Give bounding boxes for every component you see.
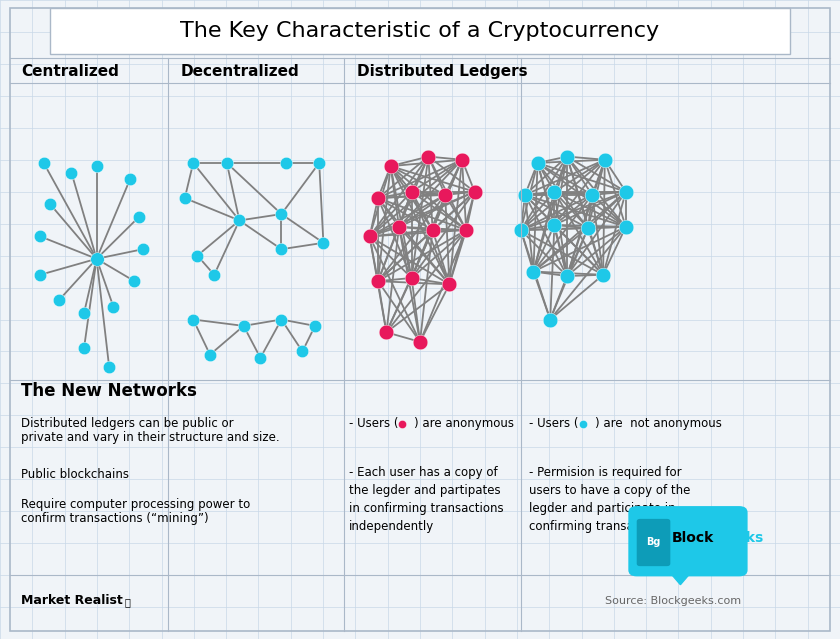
Point [136,244,150,254]
Point [317,238,330,248]
Text: Centralized: Centralized [21,64,119,79]
Text: ) are  not anonymous: ) are not anonymous [595,417,722,429]
Point [443,279,456,289]
Point [279,158,292,168]
Text: The New Networks: The New Networks [21,382,197,400]
Point [371,193,385,203]
Point [527,266,540,277]
Point [405,273,418,283]
Text: - Each user has a copy of
the legder and partipates
in confirming transactions
i: - Each user has a copy of the legder and… [349,466,503,534]
Point [275,209,288,219]
Point [186,314,200,325]
Point [132,212,145,222]
Point [52,295,66,305]
Point [207,270,221,280]
Point [543,314,557,325]
Point [380,327,393,337]
Point [37,158,50,168]
Point [233,215,246,226]
Text: The Key Characteristic of a Cryptocurrency: The Key Characteristic of a Cryptocurren… [181,20,659,41]
Point [518,190,532,200]
Point [581,223,595,233]
Point [102,362,116,373]
Point [619,222,633,232]
Point [65,167,78,178]
Text: - Users (: - Users ( [529,417,579,429]
Point [413,337,427,347]
Bar [50,8,790,54]
Point [77,343,91,353]
Point [548,220,561,230]
Point [254,353,267,363]
Point [392,222,406,232]
Point [275,244,288,254]
Point [531,158,544,168]
Point [468,187,481,197]
Point [396,419,409,429]
Point [123,174,137,184]
Text: - Permision is required for
users to have a copy of the
legder and participate i: - Permision is required for users to hav… [529,466,690,534]
Text: Require computer processing power to: Require computer processing power to [21,498,250,511]
Text: ) are anonymous: ) are anonymous [414,417,514,429]
Text: geeks: geeks [717,531,764,545]
Point [90,254,103,264]
Point [426,225,439,235]
Text: Decentralized: Decentralized [181,64,299,79]
Point [296,346,309,357]
Point [596,270,610,280]
Text: private and vary in their structure and size.: private and vary in their structure and … [21,431,280,444]
Point [186,158,200,168]
Point [514,225,528,235]
Point [308,321,322,331]
Point [422,151,435,162]
Point [619,187,633,197]
Text: Block: Block [672,531,714,545]
Point [371,276,385,286]
Point [90,161,103,171]
Point [363,231,376,242]
Point [220,158,234,168]
Point [548,187,561,197]
Point [44,199,57,210]
Point [178,193,192,203]
Point [34,231,47,242]
Point [585,190,599,200]
Text: Bg: Bg [646,537,661,547]
Point [275,314,288,325]
FancyBboxPatch shape [628,506,748,576]
Point [77,308,91,318]
Text: Market Realist: Market Realist [21,594,123,607]
Point [438,190,452,200]
Text: - Users (: - Users ( [349,417,398,429]
Point [405,187,418,197]
Point [455,155,469,165]
Point [191,250,204,261]
Point [312,158,326,168]
Text: Distributed ledgers can be public or: Distributed ledgers can be public or [21,417,234,429]
Text: Public blockchains: Public blockchains [21,468,129,481]
Point [560,151,574,162]
Point [237,321,250,331]
Point [384,161,397,171]
Point [576,419,590,429]
Point [459,225,473,235]
FancyBboxPatch shape [637,519,670,566]
Point [128,276,141,286]
Point [34,270,47,280]
Point [560,271,574,281]
Text: 🔍: 🔍 [124,597,130,608]
Text: Source: Blockgeeks.com: Source: Blockgeeks.com [605,596,741,606]
Point [598,155,612,165]
Point [107,302,120,312]
Point [203,350,217,360]
Polygon shape [668,570,693,585]
Text: Distributed Ledgers: Distributed Ledgers [357,64,528,79]
Text: confirm transactions (“mining”): confirm transactions (“mining”) [21,512,208,525]
